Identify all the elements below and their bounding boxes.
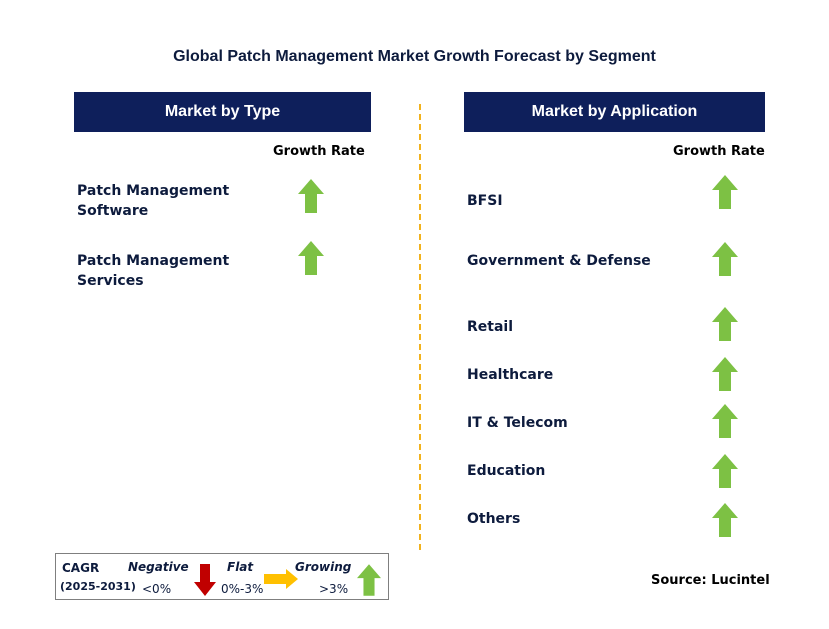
right-arrow-icon (264, 569, 298, 589)
type-item-services-line1: Patch Management (77, 253, 230, 269)
application-item-others: Others (467, 511, 521, 527)
up-arrow-icon (712, 175, 738, 209)
legend-flat-label: Flat (227, 560, 254, 574)
application-item-government-defense: Government & Defense (467, 253, 651, 269)
application-item-education: Education (467, 463, 546, 479)
market-by-type-header-text: Market by Type (164, 103, 281, 120)
legend-growing-label: Growing (295, 560, 352, 574)
legend-negative-label: Negative (128, 560, 189, 574)
source-label: Source: Lucintel (651, 573, 770, 588)
type-item-software-line2: Software (77, 203, 149, 219)
type-item-services-line2: Services (77, 273, 144, 289)
up-arrow-icon (712, 242, 738, 276)
market-by-application-header-text: Market by Application (531, 103, 698, 120)
type-item-software: Patch Management Software (77, 181, 229, 221)
application-item-bfsi: BFSI (467, 193, 503, 209)
market-by-application-header: Market by Application (464, 92, 765, 132)
up-arrow-icon (712, 454, 738, 488)
up-arrow-icon (712, 404, 738, 438)
legend-period: (2025-2031) (60, 580, 136, 593)
up-arrow-icon (298, 179, 324, 213)
panel-divider (419, 104, 421, 550)
up-arrow-icon (712, 307, 738, 341)
legend-cagr-label: CAGR (62, 561, 100, 575)
application-item-healthcare: Healthcare (467, 367, 554, 383)
down-arrow-icon (194, 564, 216, 596)
type-item-services: Patch Management Services (77, 251, 229, 291)
up-arrow-icon (298, 241, 324, 275)
page-title: Global Patch Management Market Growth Fo… (173, 48, 656, 65)
application-item-it-telecom: IT & Telecom (467, 415, 568, 431)
up-arrow-icon (357, 564, 381, 596)
legend-flat-range: 0%-3% (221, 582, 264, 596)
application-item-retail: Retail (467, 319, 514, 335)
right-growth-rate-label: Growth Rate (673, 144, 765, 159)
up-arrow-icon (712, 503, 738, 537)
type-item-software-line1: Patch Management (77, 183, 230, 199)
market-by-type-header: Market by Type (74, 92, 371, 132)
cagr-legend: CAGR (2025-2031) Negative <0% Flat 0%-3%… (55, 553, 389, 600)
up-arrow-icon (712, 357, 738, 391)
legend-growing-range: >3% (319, 582, 349, 596)
legend-negative-range: <0% (142, 582, 172, 596)
left-growth-rate-label: Growth Rate (273, 144, 365, 159)
